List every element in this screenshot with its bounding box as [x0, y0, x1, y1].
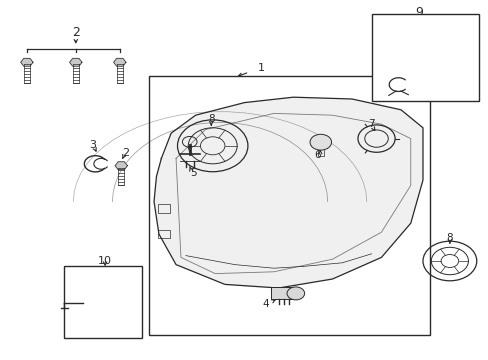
- Polygon shape: [404, 50, 414, 57]
- Polygon shape: [382, 50, 392, 57]
- Text: 7: 7: [367, 119, 374, 129]
- Bar: [158, 204, 169, 213]
- Circle shape: [309, 134, 331, 150]
- Polygon shape: [115, 162, 127, 170]
- Circle shape: [286, 287, 304, 300]
- Polygon shape: [69, 317, 76, 321]
- Bar: [271, 287, 295, 299]
- Text: 3: 3: [89, 140, 96, 150]
- Polygon shape: [20, 58, 33, 66]
- Text: 2: 2: [72, 26, 80, 39]
- Polygon shape: [69, 58, 82, 66]
- Bar: [63, 266, 142, 338]
- Polygon shape: [113, 58, 126, 66]
- Text: 8: 8: [207, 114, 214, 124]
- Bar: [371, 14, 478, 101]
- Polygon shape: [154, 97, 422, 288]
- Text: 9: 9: [415, 6, 423, 19]
- Text: 8: 8: [446, 233, 452, 243]
- Text: 1: 1: [258, 63, 264, 73]
- Text: 5: 5: [189, 168, 196, 178]
- Text: 4: 4: [262, 299, 269, 309]
- Polygon shape: [83, 318, 90, 322]
- Text: 2: 2: [122, 148, 129, 158]
- Text: 10: 10: [98, 256, 112, 266]
- Text: 6: 6: [314, 150, 321, 160]
- Bar: [149, 76, 429, 335]
- Bar: [158, 230, 169, 238]
